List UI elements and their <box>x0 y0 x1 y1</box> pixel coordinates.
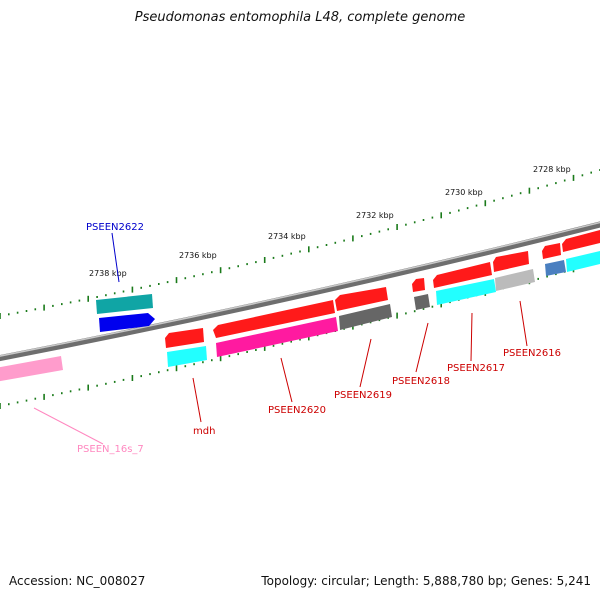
gene-pseen2622-cog[interactable] <box>96 294 153 314</box>
genes-label: Genes: <box>510 574 553 588</box>
gene-562-cog[interactable] <box>566 251 600 272</box>
leader-pseen-16s-7 <box>33 407 104 445</box>
map-title: Pseudomonas entomophila L48, complete ge… <box>134 10 466 25</box>
label-pseen2622[interactable]: PSEEN2622 <box>86 222 144 233</box>
scale-label-2732: 2732 kbp <box>356 211 394 220</box>
gene-pseen2622[interactable] <box>99 313 155 332</box>
label-pseen2616[interactable]: PSEEN2616 <box>503 348 561 359</box>
gene-pseen2619[interactable] <box>335 287 388 311</box>
genome-stats: Topology: circular; Length: 5,888,780 bp… <box>261 574 591 588</box>
label-pseen-16s-7[interactable]: PSEEN_16s_7 <box>77 444 144 455</box>
gene-pseen2620[interactable] <box>213 300 335 338</box>
gene-pseen2618[interactable] <box>412 278 425 292</box>
gene-pseen2619-cog[interactable] <box>339 304 392 330</box>
leader-pseen2622 <box>111 232 120 283</box>
label-mdh[interactable]: mdh <box>193 426 215 437</box>
accession-value: NC_008027 <box>76 574 146 588</box>
gene-pseen2620-cog[interactable] <box>216 317 338 357</box>
gene-pseen2617-cog[interactable] <box>436 279 496 305</box>
gene-pseen2617[interactable] <box>433 262 492 288</box>
topology-value: circular <box>321 574 366 588</box>
leader-mdh <box>192 377 202 423</box>
label-pseen2620[interactable]: PSEEN2620 <box>268 405 326 416</box>
label-pseen2618[interactable]: PSEEN2618 <box>392 376 450 387</box>
scale-label-2734: 2734 kbp <box>268 232 306 241</box>
gene-542-cog[interactable] <box>545 260 566 276</box>
gene-pseen-16s-7[interactable] <box>0 356 63 382</box>
outer-scale-ticks <box>0 169 600 319</box>
gene-pseen2616[interactable] <box>493 251 529 272</box>
genome-backbone <box>0 221 600 362</box>
scale-label-2728: 2728 kbp <box>533 165 571 174</box>
accession-label: Accession: <box>9 574 73 588</box>
scale-label-2736: 2736 kbp <box>179 251 217 260</box>
leader-pseen2620 <box>280 357 293 403</box>
gene-red-542[interactable] <box>542 243 561 259</box>
leader-pseen2619 <box>359 338 372 388</box>
length-value: 5,888,780 bp <box>422 574 503 588</box>
scale-label-2730: 2730 kbp <box>445 188 483 197</box>
length-label: Length: <box>373 574 420 588</box>
leader-pseen2617 <box>470 312 473 362</box>
gene-mdh-cog[interactable] <box>167 346 207 367</box>
leader-pseen2618 <box>415 322 429 373</box>
genome-backbone-highlight <box>0 221 600 357</box>
gene-red-562[interactable] <box>562 230 600 252</box>
gene-pseen2616-cog[interactable] <box>495 269 535 291</box>
label-pseen2619[interactable]: PSEEN2619 <box>334 390 392 401</box>
genes-value: 5,241 <box>556 574 591 588</box>
scale-label-2738: 2738 kbp <box>89 269 127 278</box>
label-pseen2617[interactable]: PSEEN2617 <box>447 363 505 374</box>
accession-info: Accession: NC_008027 <box>9 574 145 588</box>
leader-pseen2616 <box>519 300 528 347</box>
gene-pseen2618-cog[interactable] <box>414 294 430 310</box>
gene-mdh-upper[interactable] <box>165 328 204 348</box>
topology-label: Topology: <box>261 574 318 588</box>
